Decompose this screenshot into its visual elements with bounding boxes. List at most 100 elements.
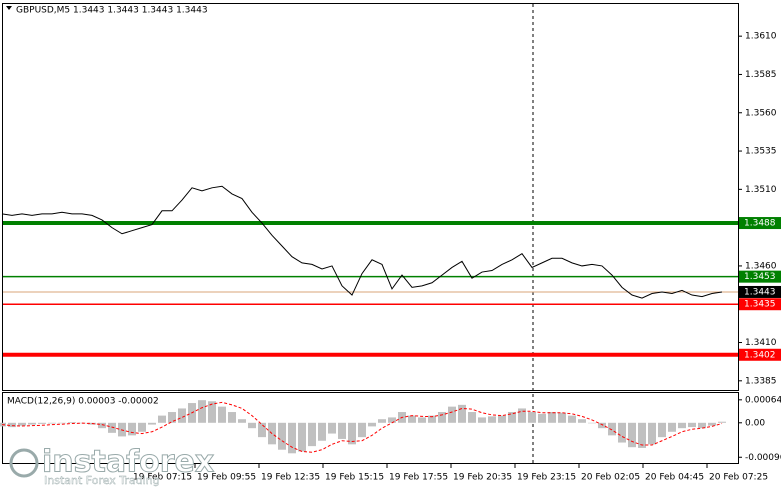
chart-title: GBPUSD,M5 1.3443 1.3443 1.3443 1.3443 bbox=[16, 6, 208, 16]
y-tick-label: 1.3560 bbox=[745, 108, 777, 118]
x-tick-label: 20 Feb 04:45 bbox=[645, 473, 704, 483]
macd-title: MACD(12,26,9) 0.00003 -0.00002 bbox=[7, 397, 159, 407]
watermark: instaforex Instant Forex Trading bbox=[9, 444, 215, 487]
y-tick-label: 1.3535 bbox=[745, 147, 777, 157]
macd-bar bbox=[458, 404, 466, 423]
macd-bar bbox=[38, 422, 46, 424]
macd-bar bbox=[518, 408, 526, 423]
macd-bar bbox=[68, 422, 76, 423]
y-tick-label: 1.3460 bbox=[745, 261, 777, 271]
macd-bar bbox=[138, 422, 146, 432]
level-label-bg bbox=[739, 217, 781, 230]
level-label: 1.3488 bbox=[744, 219, 776, 229]
macd-bar bbox=[378, 419, 386, 423]
macd-bar bbox=[678, 422, 686, 429]
y-tick-label: 1.3410 bbox=[745, 338, 777, 348]
macd-bar bbox=[418, 417, 426, 423]
level-label-bg bbox=[739, 285, 781, 298]
y-tick-label: 0.00064 bbox=[745, 395, 781, 405]
level-label-bg bbox=[739, 348, 781, 361]
x-tick-label: 19 Feb 09:55 bbox=[197, 473, 256, 483]
macd-bar bbox=[668, 422, 676, 432]
level-label: 1.3402 bbox=[744, 350, 776, 360]
macd-bar bbox=[108, 422, 116, 433]
y-tick-label: 0.00 bbox=[745, 418, 765, 428]
symbol-icon bbox=[6, 6, 12, 10]
macd-bar bbox=[658, 422, 666, 438]
macd-bar bbox=[48, 422, 56, 424]
macd-bar bbox=[448, 406, 456, 423]
macd-bar bbox=[698, 422, 706, 429]
x-tick-label: 20 Feb 07:25 bbox=[709, 473, 768, 483]
x-tick-label: 19 Feb 17:55 bbox=[389, 473, 448, 483]
macd-bar bbox=[218, 406, 226, 423]
macd-bar bbox=[308, 422, 316, 447]
macd-bar bbox=[468, 412, 476, 423]
macd-bar bbox=[8, 422, 16, 428]
macd-bar bbox=[488, 416, 496, 423]
macd-bar bbox=[538, 413, 546, 423]
macd-bar bbox=[558, 412, 566, 423]
macd-bar bbox=[528, 412, 536, 423]
watermark-slogan: Instant Forex Trading bbox=[44, 474, 160, 487]
macd-bar bbox=[688, 422, 696, 428]
macd-bar bbox=[178, 408, 186, 423]
macd-bar bbox=[18, 422, 26, 426]
macd-bar bbox=[208, 401, 216, 423]
watermark-icon bbox=[9, 448, 39, 478]
level-label-bg bbox=[739, 270, 781, 283]
price-panel bbox=[2, 3, 739, 391]
macd-bar bbox=[708, 422, 716, 426]
x-tick-label: 19 Feb 15:15 bbox=[325, 473, 384, 483]
macd-bar bbox=[298, 422, 306, 452]
macd-bar bbox=[238, 419, 246, 423]
macd-bar bbox=[248, 422, 256, 429]
level-label: 1.3443 bbox=[744, 287, 776, 297]
macd-bar bbox=[718, 421, 726, 423]
macd-bar bbox=[618, 422, 626, 443]
macd-bar bbox=[588, 422, 596, 424]
macd-bar bbox=[338, 422, 346, 439]
y-tick-label: 1.3510 bbox=[745, 185, 777, 195]
macd-bar bbox=[318, 422, 326, 441]
macd-bar bbox=[628, 422, 636, 448]
macd-bar bbox=[388, 417, 396, 423]
macd-bar bbox=[278, 422, 286, 450]
level-label-bg bbox=[739, 298, 781, 311]
watermark-brand: instaforex bbox=[42, 445, 214, 480]
macd-bar bbox=[578, 419, 586, 423]
macd-bar bbox=[498, 415, 506, 423]
macd-bar bbox=[568, 415, 576, 423]
macd-bar bbox=[28, 422, 36, 425]
macd-bar bbox=[328, 422, 336, 434]
y-tick-label: 1.3385 bbox=[745, 376, 777, 386]
macd-bar bbox=[58, 422, 66, 424]
x-tick-label: 19 Feb 12:35 bbox=[261, 473, 320, 483]
macd-bar bbox=[358, 422, 366, 438]
x-tick-label: 19 Feb 07:15 bbox=[133, 473, 192, 483]
price-line bbox=[1, 185, 723, 299]
macd-bar bbox=[368, 422, 376, 427]
macd-bar bbox=[228, 412, 236, 423]
macd-bar bbox=[548, 412, 556, 423]
macd-bar bbox=[438, 412, 446, 423]
macd-bar bbox=[408, 415, 416, 423]
macd-bar bbox=[348, 422, 356, 445]
level-label: 1.3453 bbox=[744, 272, 776, 282]
level-label: 1.3435 bbox=[744, 300, 776, 310]
macd-bar bbox=[158, 415, 166, 423]
macd-bar bbox=[128, 422, 136, 436]
macd-bar bbox=[638, 422, 646, 448]
macd-bar bbox=[598, 422, 606, 429]
signal-line bbox=[1, 401, 723, 453]
x-tick-label: 20 Feb 02:05 bbox=[581, 473, 640, 483]
y-tick-label: 1.3585 bbox=[745, 70, 777, 80]
macd-bar bbox=[98, 422, 106, 429]
macd-bar bbox=[148, 422, 156, 425]
y-tick-label: 1.3610 bbox=[745, 32, 777, 42]
macd-bar bbox=[258, 422, 266, 438]
plot-layer: 1.36101.35851.35601.35351.35101.34601.34… bbox=[0, 32, 781, 463]
macd-bar bbox=[198, 400, 206, 423]
y-tick-label: -0.00096 bbox=[745, 453, 781, 463]
